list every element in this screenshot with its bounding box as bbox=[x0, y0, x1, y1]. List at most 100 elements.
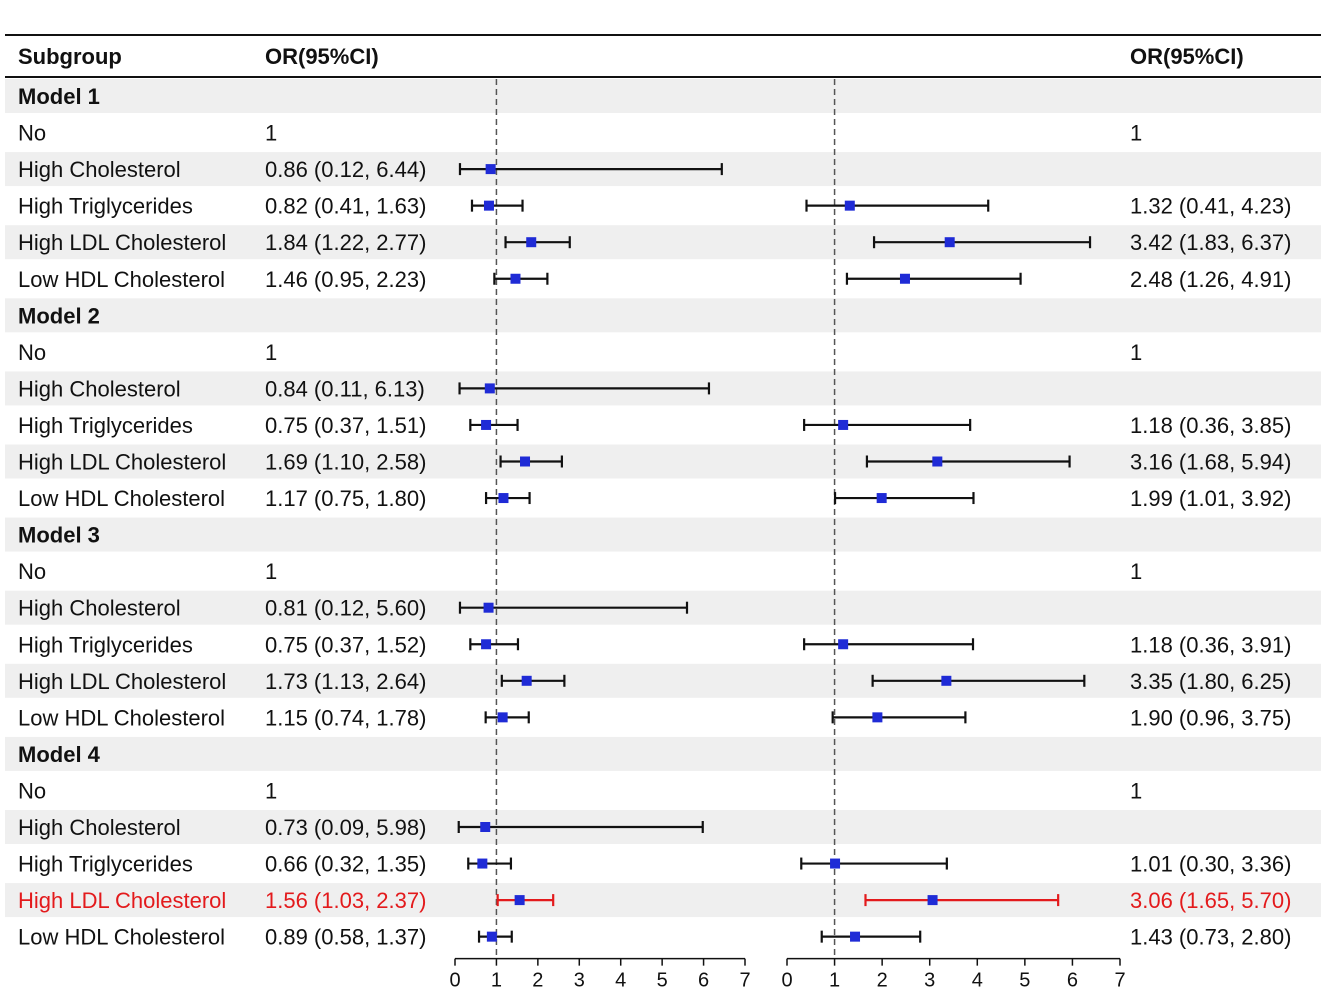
subgroup-label: High Cholesterol bbox=[18, 596, 181, 621]
row-band bbox=[5, 298, 1321, 333]
right-or-value: 1.01 (0.30, 3.36) bbox=[1130, 852, 1291, 877]
left-or-value: 1.69 (1.10, 2.58) bbox=[265, 450, 426, 475]
header-right-or: OR(95%CI) bbox=[1130, 44, 1244, 69]
right-point-marker bbox=[838, 639, 849, 650]
subgroup-label: High Triglycerides bbox=[18, 632, 193, 657]
right-or-value: 3.35 (1.80, 6.25) bbox=[1130, 669, 1291, 694]
left-or-value: 1.56 (1.03, 2.37) bbox=[265, 888, 426, 913]
row-band bbox=[5, 517, 1321, 552]
left-tick-label: 4 bbox=[615, 970, 626, 992]
left-or-value: 0.66 (0.32, 1.35) bbox=[265, 852, 426, 877]
row-band bbox=[5, 736, 1321, 771]
right-point-marker bbox=[838, 419, 849, 430]
left-tick-label: 5 bbox=[657, 970, 668, 992]
left-or-value: 1 bbox=[265, 340, 277, 365]
left-point-marker bbox=[481, 419, 492, 430]
row-band bbox=[5, 883, 1321, 918]
subgroup-label: No bbox=[18, 778, 46, 803]
left-or-value: 0.82 (0.41, 1.63) bbox=[265, 194, 426, 219]
left-or-value: 1 bbox=[265, 121, 277, 146]
left-point-marker bbox=[485, 164, 496, 175]
header-left-or: OR(95%CI) bbox=[265, 44, 379, 69]
left-or-value: 0.86 (0.12, 6.44) bbox=[265, 157, 426, 182]
left-or-value: 0.89 (0.58, 1.37) bbox=[265, 925, 426, 950]
left-point-marker bbox=[520, 456, 531, 467]
row-band bbox=[5, 663, 1321, 698]
right-tick-label: 1 bbox=[829, 970, 840, 992]
subgroup-label: No bbox=[18, 559, 46, 584]
subgroup-label: High LDL Cholesterol bbox=[18, 888, 226, 913]
left-or-value: 0.84 (0.11, 6.13) bbox=[265, 376, 425, 401]
right-tick-label: 7 bbox=[1114, 970, 1125, 992]
left-or-value: 1.17 (0.75, 1.80) bbox=[265, 486, 426, 511]
right-or-value: 1 bbox=[1130, 778, 1142, 803]
right-point-marker bbox=[830, 858, 841, 869]
left-or-value: 1 bbox=[265, 778, 277, 803]
left-point-marker bbox=[486, 931, 497, 942]
model-header: Model 2 bbox=[18, 303, 100, 328]
subgroup-label: No bbox=[18, 121, 46, 146]
subgroup-label: Low HDL Cholesterol bbox=[18, 267, 225, 292]
right-or-value: 2.48 (1.26, 4.91) bbox=[1130, 267, 1291, 292]
rows: Model 1 No 1 1 High Cholesterol 0.86 (0.12, 6… bbox=[18, 84, 1291, 950]
subgroup-label: Low HDL Cholesterol bbox=[18, 705, 225, 730]
subgroup-label: High LDL Cholesterol bbox=[18, 669, 226, 694]
right-or-value: 1.18 (0.36, 3.85) bbox=[1130, 413, 1291, 438]
model-header: Model 3 bbox=[18, 523, 100, 548]
right-or-value: 1.32 (0.41, 4.23) bbox=[1130, 194, 1291, 219]
left-or-value: 0.73 (0.09, 5.98) bbox=[265, 815, 426, 840]
right-point-marker bbox=[899, 273, 910, 284]
left-tick-label: 1 bbox=[491, 970, 502, 992]
right-tick-label: 5 bbox=[1019, 970, 1030, 992]
left-point-marker bbox=[521, 675, 532, 686]
row-band bbox=[5, 79, 1321, 113]
right-point-marker bbox=[850, 931, 861, 942]
subgroup-label: High Cholesterol bbox=[18, 815, 181, 840]
subgroup-label: High LDL Cholesterol bbox=[18, 450, 226, 475]
left-tick-label: 6 bbox=[698, 970, 709, 992]
right-or-value: 1.99 (1.01, 3.92) bbox=[1130, 486, 1291, 511]
left-tick-label: 2 bbox=[532, 970, 543, 992]
right-or-value: 1.18 (0.36, 3.91) bbox=[1130, 632, 1291, 657]
subgroup-label: High Triglycerides bbox=[18, 413, 193, 438]
right-point-marker bbox=[844, 200, 855, 211]
interval-marks bbox=[457, 163, 1092, 943]
left-or-value: 0.75 (0.37, 1.52) bbox=[265, 632, 426, 657]
subgroup-label: High LDL Cholesterol bbox=[18, 230, 226, 255]
left-or-value: 0.75 (0.37, 1.51) bbox=[265, 413, 426, 438]
subgroup-label: High Cholesterol bbox=[18, 157, 181, 182]
subgroup-label: Low HDL Cholesterol bbox=[18, 925, 225, 950]
right-tick-label: 2 bbox=[877, 970, 888, 992]
left-tick-label: 3 bbox=[574, 970, 585, 992]
reference-lines bbox=[495, 79, 836, 959]
right-point-marker bbox=[927, 895, 938, 906]
model-header: Model 4 bbox=[18, 742, 101, 767]
left-point-marker bbox=[514, 895, 525, 906]
right-tick-label: 3 bbox=[924, 970, 935, 992]
row-band bbox=[5, 444, 1321, 479]
right-or-value: 1 bbox=[1130, 559, 1142, 584]
left-or-value: 1.46 (0.95, 2.23) bbox=[265, 267, 426, 292]
left-point-marker bbox=[526, 237, 537, 248]
right-point-marker bbox=[944, 237, 955, 248]
x-axes: 0 1 2 3 4 5 6 7 0 1 2 3 4 5 6 7 bbox=[449, 957, 1126, 992]
subgroup-label: High Cholesterol bbox=[18, 376, 181, 401]
row-band bbox=[5, 225, 1321, 260]
right-or-value: 3.42 (1.83, 6.37) bbox=[1130, 230, 1291, 255]
right-or-value: 3.06 (1.65, 5.70) bbox=[1130, 888, 1291, 913]
left-point-marker bbox=[498, 493, 509, 504]
left-point-marker bbox=[483, 200, 494, 211]
subgroup-label: High Triglycerides bbox=[18, 194, 193, 219]
subgroup-label: No bbox=[18, 340, 46, 365]
left-or-value: 1.84 (1.22, 2.77) bbox=[265, 230, 426, 255]
subgroup-label: High Triglycerides bbox=[18, 852, 193, 877]
right-or-value: 1.43 (0.73, 2.80) bbox=[1130, 925, 1291, 950]
header-subgroup: Subgroup bbox=[18, 44, 122, 69]
left-tick-label: 7 bbox=[739, 970, 750, 992]
left-point-marker bbox=[477, 858, 488, 869]
left-point-marker bbox=[484, 383, 495, 394]
left-point-marker bbox=[480, 822, 491, 832]
model-header: Model 1 bbox=[18, 84, 100, 109]
right-point-marker bbox=[932, 456, 943, 467]
left-point-marker bbox=[481, 639, 492, 650]
